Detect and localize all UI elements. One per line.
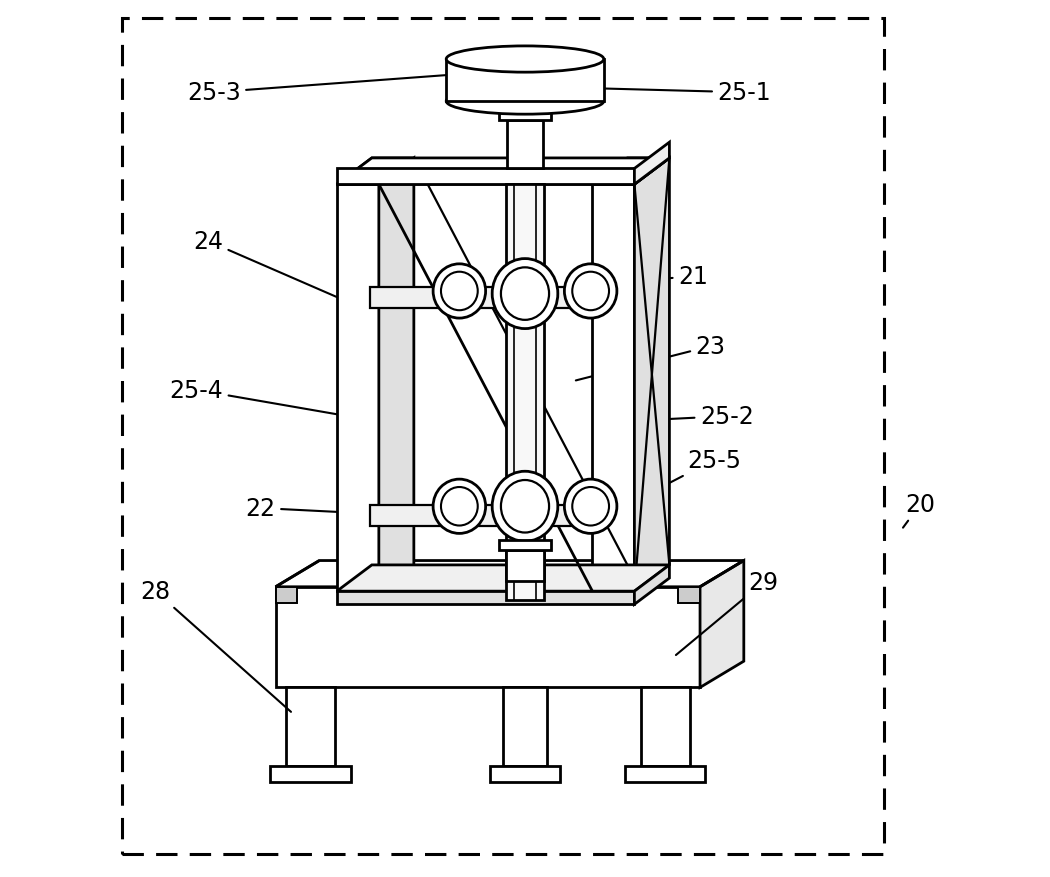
Ellipse shape	[565, 265, 617, 318]
Polygon shape	[507, 121, 543, 169]
Polygon shape	[634, 159, 670, 591]
Polygon shape	[446, 60, 604, 102]
Polygon shape	[337, 591, 634, 604]
Ellipse shape	[446, 46, 604, 73]
Polygon shape	[337, 566, 670, 591]
Polygon shape	[275, 587, 700, 688]
Polygon shape	[625, 766, 706, 782]
Polygon shape	[337, 169, 634, 185]
Text: 25-3: 25-3	[187, 76, 448, 105]
Ellipse shape	[492, 472, 558, 542]
Text: 25-5: 25-5	[615, 448, 741, 511]
Text: 24: 24	[193, 230, 386, 319]
Polygon shape	[370, 289, 602, 309]
Text: 20: 20	[903, 492, 936, 528]
Polygon shape	[337, 185, 379, 591]
Polygon shape	[640, 688, 690, 766]
Polygon shape	[337, 159, 670, 185]
Text: 23: 23	[575, 335, 726, 381]
Text: 25-1: 25-1	[585, 82, 771, 105]
Bar	[123, 19, 884, 853]
Polygon shape	[503, 688, 547, 766]
Polygon shape	[592, 159, 670, 185]
Ellipse shape	[492, 260, 558, 329]
Polygon shape	[337, 159, 414, 185]
Polygon shape	[499, 102, 551, 121]
Ellipse shape	[433, 480, 485, 534]
Polygon shape	[634, 566, 670, 604]
Polygon shape	[370, 505, 602, 526]
Polygon shape	[270, 766, 351, 782]
Polygon shape	[286, 688, 335, 766]
Text: 28: 28	[141, 580, 291, 712]
Text: 29: 29	[676, 571, 778, 655]
Polygon shape	[678, 587, 700, 602]
Polygon shape	[490, 766, 560, 782]
Ellipse shape	[565, 480, 617, 534]
Text: 22: 22	[246, 496, 430, 520]
Polygon shape	[275, 587, 297, 602]
Polygon shape	[506, 551, 544, 581]
Polygon shape	[506, 185, 544, 600]
Ellipse shape	[433, 265, 485, 318]
Text: 21: 21	[597, 265, 708, 289]
Polygon shape	[275, 561, 743, 587]
Text: 25-2: 25-2	[642, 404, 754, 429]
Polygon shape	[634, 143, 670, 185]
Polygon shape	[379, 159, 414, 591]
Ellipse shape	[446, 89, 604, 115]
Text: 25-4: 25-4	[169, 379, 396, 425]
Polygon shape	[592, 185, 634, 591]
Polygon shape	[499, 540, 551, 551]
Polygon shape	[700, 561, 743, 688]
